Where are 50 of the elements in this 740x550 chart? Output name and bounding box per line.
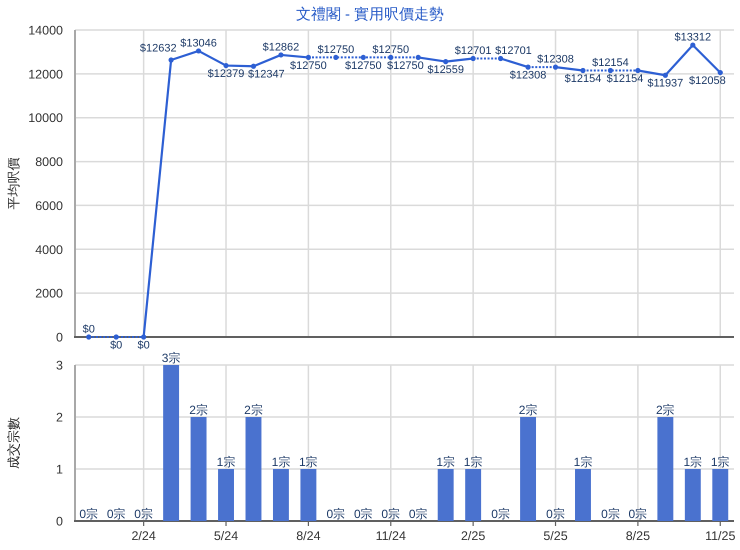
data-label: 0宗 bbox=[408, 507, 428, 521]
data-label: 2宗 bbox=[244, 403, 263, 417]
x-tick-label: 5/24 bbox=[214, 529, 238, 543]
data-label: 1宗 bbox=[464, 455, 482, 469]
data-label: 0宗 bbox=[354, 507, 373, 521]
data-label: 0宗 bbox=[326, 507, 346, 521]
bar bbox=[163, 365, 180, 521]
data-label: 0宗 bbox=[601, 507, 620, 521]
x-tick-label: 8/25 bbox=[626, 529, 650, 543]
data-label: 1宗 bbox=[299, 455, 318, 469]
y-tick-label: 3 bbox=[56, 358, 64, 372]
data-label: 1宗 bbox=[272, 455, 290, 469]
x-tick-label: 11/25 bbox=[705, 529, 736, 543]
data-label: 1宗 bbox=[574, 455, 592, 469]
x-tick-label: 2/25 bbox=[460, 529, 486, 543]
x-tick-label: 2/24 bbox=[131, 529, 156, 543]
data-label: 0宗 bbox=[546, 507, 565, 521]
bar bbox=[438, 469, 454, 521]
bar bbox=[272, 469, 289, 521]
bar bbox=[246, 417, 262, 521]
data-label: 1宗 bbox=[436, 455, 456, 469]
data-label: 1宗 bbox=[683, 455, 702, 469]
bar bbox=[712, 469, 728, 521]
data-label: 0宗 bbox=[381, 507, 400, 521]
bar bbox=[218, 469, 234, 521]
data-label: 0宗 bbox=[106, 507, 126, 521]
ylabel: 成交宗數 bbox=[6, 417, 21, 469]
data-label: 0宗 bbox=[491, 507, 510, 521]
x-tick-label: 5/25 bbox=[543, 529, 568, 543]
data-label: 2宗 bbox=[189, 403, 208, 417]
data-label: 3宗 bbox=[162, 351, 180, 365]
data-label: 0宗 bbox=[79, 507, 98, 521]
y-tick-label: 2 bbox=[56, 410, 64, 424]
bar bbox=[465, 469, 482, 521]
bar bbox=[657, 417, 674, 521]
y-tick-label: 0 bbox=[56, 514, 64, 528]
x-tick-label: 11/24 bbox=[376, 529, 406, 543]
bar bbox=[575, 469, 591, 521]
bar bbox=[190, 417, 207, 521]
data-label: 1宗 bbox=[710, 455, 730, 469]
x-tick-label: 8/24 bbox=[296, 529, 321, 543]
data-label: 1宗 bbox=[216, 455, 236, 469]
data-label: 0宗 bbox=[628, 507, 648, 521]
bar bbox=[300, 469, 316, 521]
data-label: 0宗 bbox=[134, 507, 153, 521]
bar bbox=[684, 469, 701, 521]
y-tick-label: 1 bbox=[56, 462, 64, 476]
bar bbox=[520, 417, 536, 521]
data-label: 2宗 bbox=[656, 403, 675, 417]
data-label: 2宗 bbox=[518, 403, 538, 417]
